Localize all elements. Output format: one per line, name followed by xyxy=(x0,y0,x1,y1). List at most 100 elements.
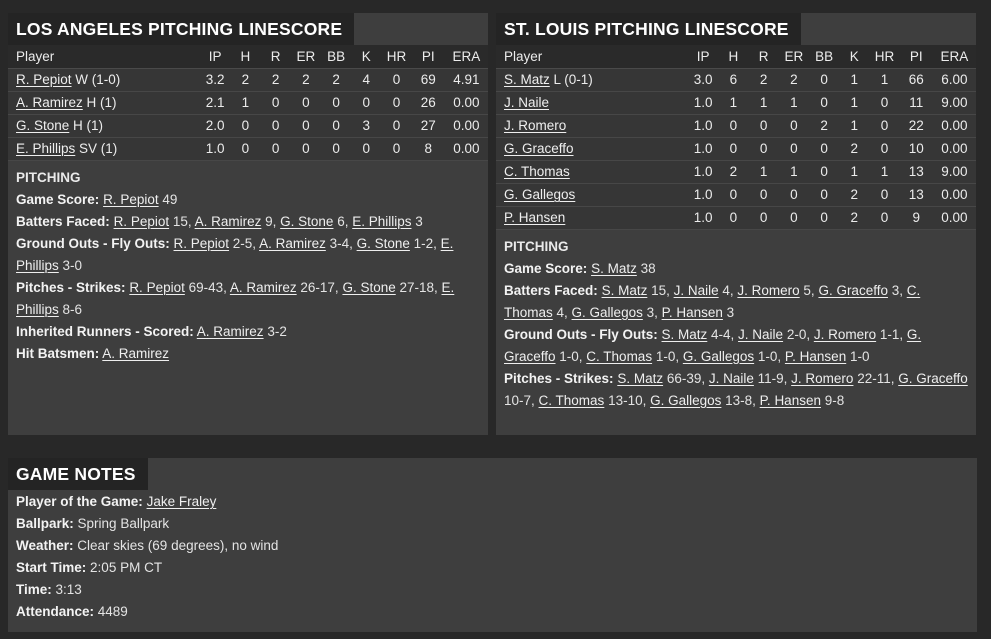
player-link[interactable]: R. Pepiot xyxy=(113,213,170,229)
column-header-player: Player xyxy=(496,45,689,69)
player-link[interactable]: P. Hansen xyxy=(759,392,821,408)
player-link[interactable]: C. Thomas xyxy=(538,392,605,408)
player-link[interactable]: J. Naile xyxy=(738,326,784,342)
stat-cell-r: 2 xyxy=(260,68,291,92)
stat-cell-hr: 0 xyxy=(869,206,900,230)
player-link[interactable]: A. Ramirez xyxy=(229,279,297,295)
stat-cell-hr: 0 xyxy=(869,91,900,115)
player-link[interactable]: R. Pepiot xyxy=(129,279,185,295)
stat-cell-bb: 2 xyxy=(320,68,352,92)
stl-linescore-table: Player IP H R ER BB K HR PI ERA S. Matz L (0-1) 3.0… xyxy=(496,45,976,230)
player-link[interactable]: G. Stone xyxy=(16,118,70,133)
stat-cell-hr: 0 xyxy=(869,114,900,138)
player-link[interactable]: J. Naile xyxy=(504,95,550,110)
player-link[interactable]: A. Ramirez xyxy=(196,323,264,339)
column-header-er: ER xyxy=(290,45,321,69)
player-link[interactable]: P. Hansen xyxy=(784,348,847,364)
player-link[interactable]: Jake Fraley xyxy=(146,494,217,509)
player-link[interactable]: A. Ramirez xyxy=(16,95,83,110)
stat-cell-pi: 69 xyxy=(411,68,445,92)
player-link[interactable]: J. Romero xyxy=(737,282,800,298)
player-link[interactable]: G. Stone xyxy=(280,213,334,229)
stat-text: 13-8, xyxy=(721,392,760,408)
stat-line: Start Time: 2:05 PM CT xyxy=(16,557,969,579)
player-link[interactable]: J. Naile xyxy=(708,370,754,386)
stat-text: Spring Ballpark xyxy=(77,516,170,531)
la-pitching-details: Game Score: R. Pepiot 49 Batters Faced: R… xyxy=(8,188,488,365)
player-link[interactable]: G. Graceffo xyxy=(504,141,574,156)
stat-text: 2-0, xyxy=(783,326,814,342)
stat-text: 3-4, xyxy=(325,235,357,251)
player-link[interactable]: G. Graceffo xyxy=(818,282,888,298)
player-link[interactable]: E. Phillips xyxy=(352,213,412,229)
player-link[interactable]: G. Graceffo xyxy=(898,370,968,386)
stat-cell-hr: 0 xyxy=(869,137,900,161)
la-panel-title: LOS ANGELES PITCHING LINESCORE xyxy=(8,13,355,45)
player-link[interactable]: G. Gallegos xyxy=(682,348,755,364)
player-link[interactable]: E. Phillips xyxy=(16,279,455,317)
stat-text: 3 xyxy=(722,304,735,320)
player-link[interactable]: A. Ramirez xyxy=(102,345,170,361)
player-link[interactable]: R. Pepiot xyxy=(16,72,72,87)
player-link[interactable]: J. Romero xyxy=(504,118,567,133)
pitcher-name-cell: A. Ramirez H (1) xyxy=(8,91,201,115)
la-panel-title-row: LOS ANGELES PITCHING LINESCORE xyxy=(8,13,488,45)
player-link[interactable]: G. Gallegos xyxy=(504,187,576,202)
stat-text: 9-8 xyxy=(820,392,845,408)
player-link[interactable]: J. Romero xyxy=(813,326,877,342)
stat-cell-ip: 2.1 xyxy=(200,91,231,115)
player-link[interactable]: S. Matz xyxy=(601,282,648,298)
stat-text: 1-0, xyxy=(754,348,785,364)
stat-cell-pi: 10 xyxy=(899,137,933,161)
pitcher-row: J. Naile 1.0 1 1 1 0 1 0 11 9.00 xyxy=(496,91,976,115)
player-link[interactable]: G. Stone xyxy=(356,235,410,251)
stat-cell-er: 1 xyxy=(778,91,809,115)
player-link[interactable]: A. Ramirez xyxy=(194,213,262,229)
player-link[interactable]: S. Matz xyxy=(591,260,637,276)
column-header-bb: BB xyxy=(320,45,352,69)
stat-text: 27-18, xyxy=(395,279,442,295)
player-link[interactable]: S. Matz xyxy=(617,370,664,386)
stat-label: Weather: xyxy=(16,538,74,553)
player-link[interactable]: J. Romero xyxy=(791,370,854,386)
player-link[interactable]: S. Matz xyxy=(504,72,550,87)
stat-cell-hr: 1 xyxy=(869,160,900,184)
stat-line: Ballpark: Spring Ballpark xyxy=(16,513,969,535)
pitcher-row: J. Romero 1.0 0 0 0 2 1 0 22 0.00 xyxy=(496,114,976,138)
player-link[interactable]: G. Stone xyxy=(342,279,396,295)
pitcher-name-cell: G. Stone H (1) xyxy=(8,114,201,138)
stat-text: 66-39, xyxy=(663,370,709,386)
player-link[interactable]: S. Matz xyxy=(661,326,708,342)
column-header-era: ERA xyxy=(444,45,488,69)
player-link[interactable]: E. Phillips xyxy=(16,141,76,156)
stat-cell-ip: 2.0 xyxy=(200,114,231,138)
player-link[interactable]: E. Phillips xyxy=(16,235,454,273)
stat-cell-era: 0.00 xyxy=(932,114,976,138)
player-link[interactable]: G. Gallegos xyxy=(571,304,643,320)
stat-cell-h: 0 xyxy=(718,137,749,161)
player-link[interactable]: C. Thomas xyxy=(586,348,653,364)
column-header-pi: PI xyxy=(899,45,933,69)
stat-label: Player of the Game: xyxy=(16,494,143,509)
stat-cell-k: 4 xyxy=(351,68,382,92)
player-link[interactable]: A. Ramirez xyxy=(259,235,326,251)
player-link[interactable]: R. Pepiot xyxy=(103,191,159,207)
column-header-ip: IP xyxy=(688,45,719,69)
pitcher-row: G. Graceffo 1.0 0 0 0 0 2 0 10 0.00 xyxy=(496,137,976,161)
stat-cell-h: 2 xyxy=(230,68,261,92)
stat-text: 4, xyxy=(552,304,572,320)
player-link[interactable]: G. Gallegos xyxy=(650,392,722,408)
stl-panel-title: ST. LOUIS PITCHING LINESCORE xyxy=(496,13,801,45)
player-link[interactable]: C. Thomas xyxy=(504,282,921,320)
stat-line: Game Score: S. Matz 38 xyxy=(504,258,968,280)
player-link[interactable]: R. Pepiot xyxy=(173,235,230,251)
player-link[interactable]: J. Naile xyxy=(673,282,719,298)
column-header-bb: BB xyxy=(808,45,840,69)
stat-cell-k: 3 xyxy=(351,114,382,138)
player-link[interactable]: G. Graceffo xyxy=(504,326,922,364)
player-link[interactable]: C. Thomas xyxy=(504,164,570,179)
stl-pitching-details: Game Score: S. Matz 38 Batters Faced: S. … xyxy=(496,257,976,412)
la-pitching-panel: LOS ANGELES PITCHING LINESCORE Player IP H… xyxy=(8,13,488,435)
player-link[interactable]: P. Hansen xyxy=(661,304,723,320)
player-link[interactable]: P. Hansen xyxy=(504,210,566,225)
